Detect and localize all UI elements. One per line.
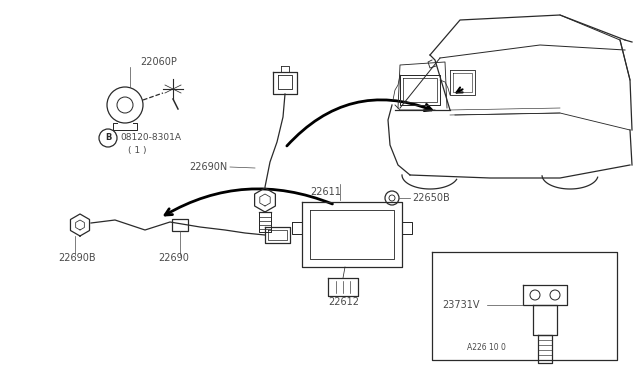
- Text: 23731V: 23731V: [442, 300, 479, 310]
- Text: 22690B: 22690B: [58, 253, 95, 263]
- Bar: [172, 219, 188, 231]
- Text: ( 1 ): ( 1 ): [128, 145, 147, 154]
- FancyArrowPatch shape: [165, 189, 332, 215]
- Text: 22611: 22611: [310, 187, 341, 197]
- Text: 22060P: 22060P: [140, 57, 177, 67]
- FancyArrowPatch shape: [456, 87, 463, 93]
- Text: B: B: [105, 134, 111, 142]
- Text: A226 10 0: A226 10 0: [467, 343, 506, 353]
- Text: 22690: 22690: [158, 253, 189, 263]
- Text: 22690N: 22690N: [189, 162, 228, 172]
- Text: 22612: 22612: [328, 297, 359, 307]
- Text: 08120-8301A: 08120-8301A: [120, 134, 181, 142]
- Text: 22650B: 22650B: [412, 193, 450, 203]
- FancyArrowPatch shape: [287, 100, 431, 146]
